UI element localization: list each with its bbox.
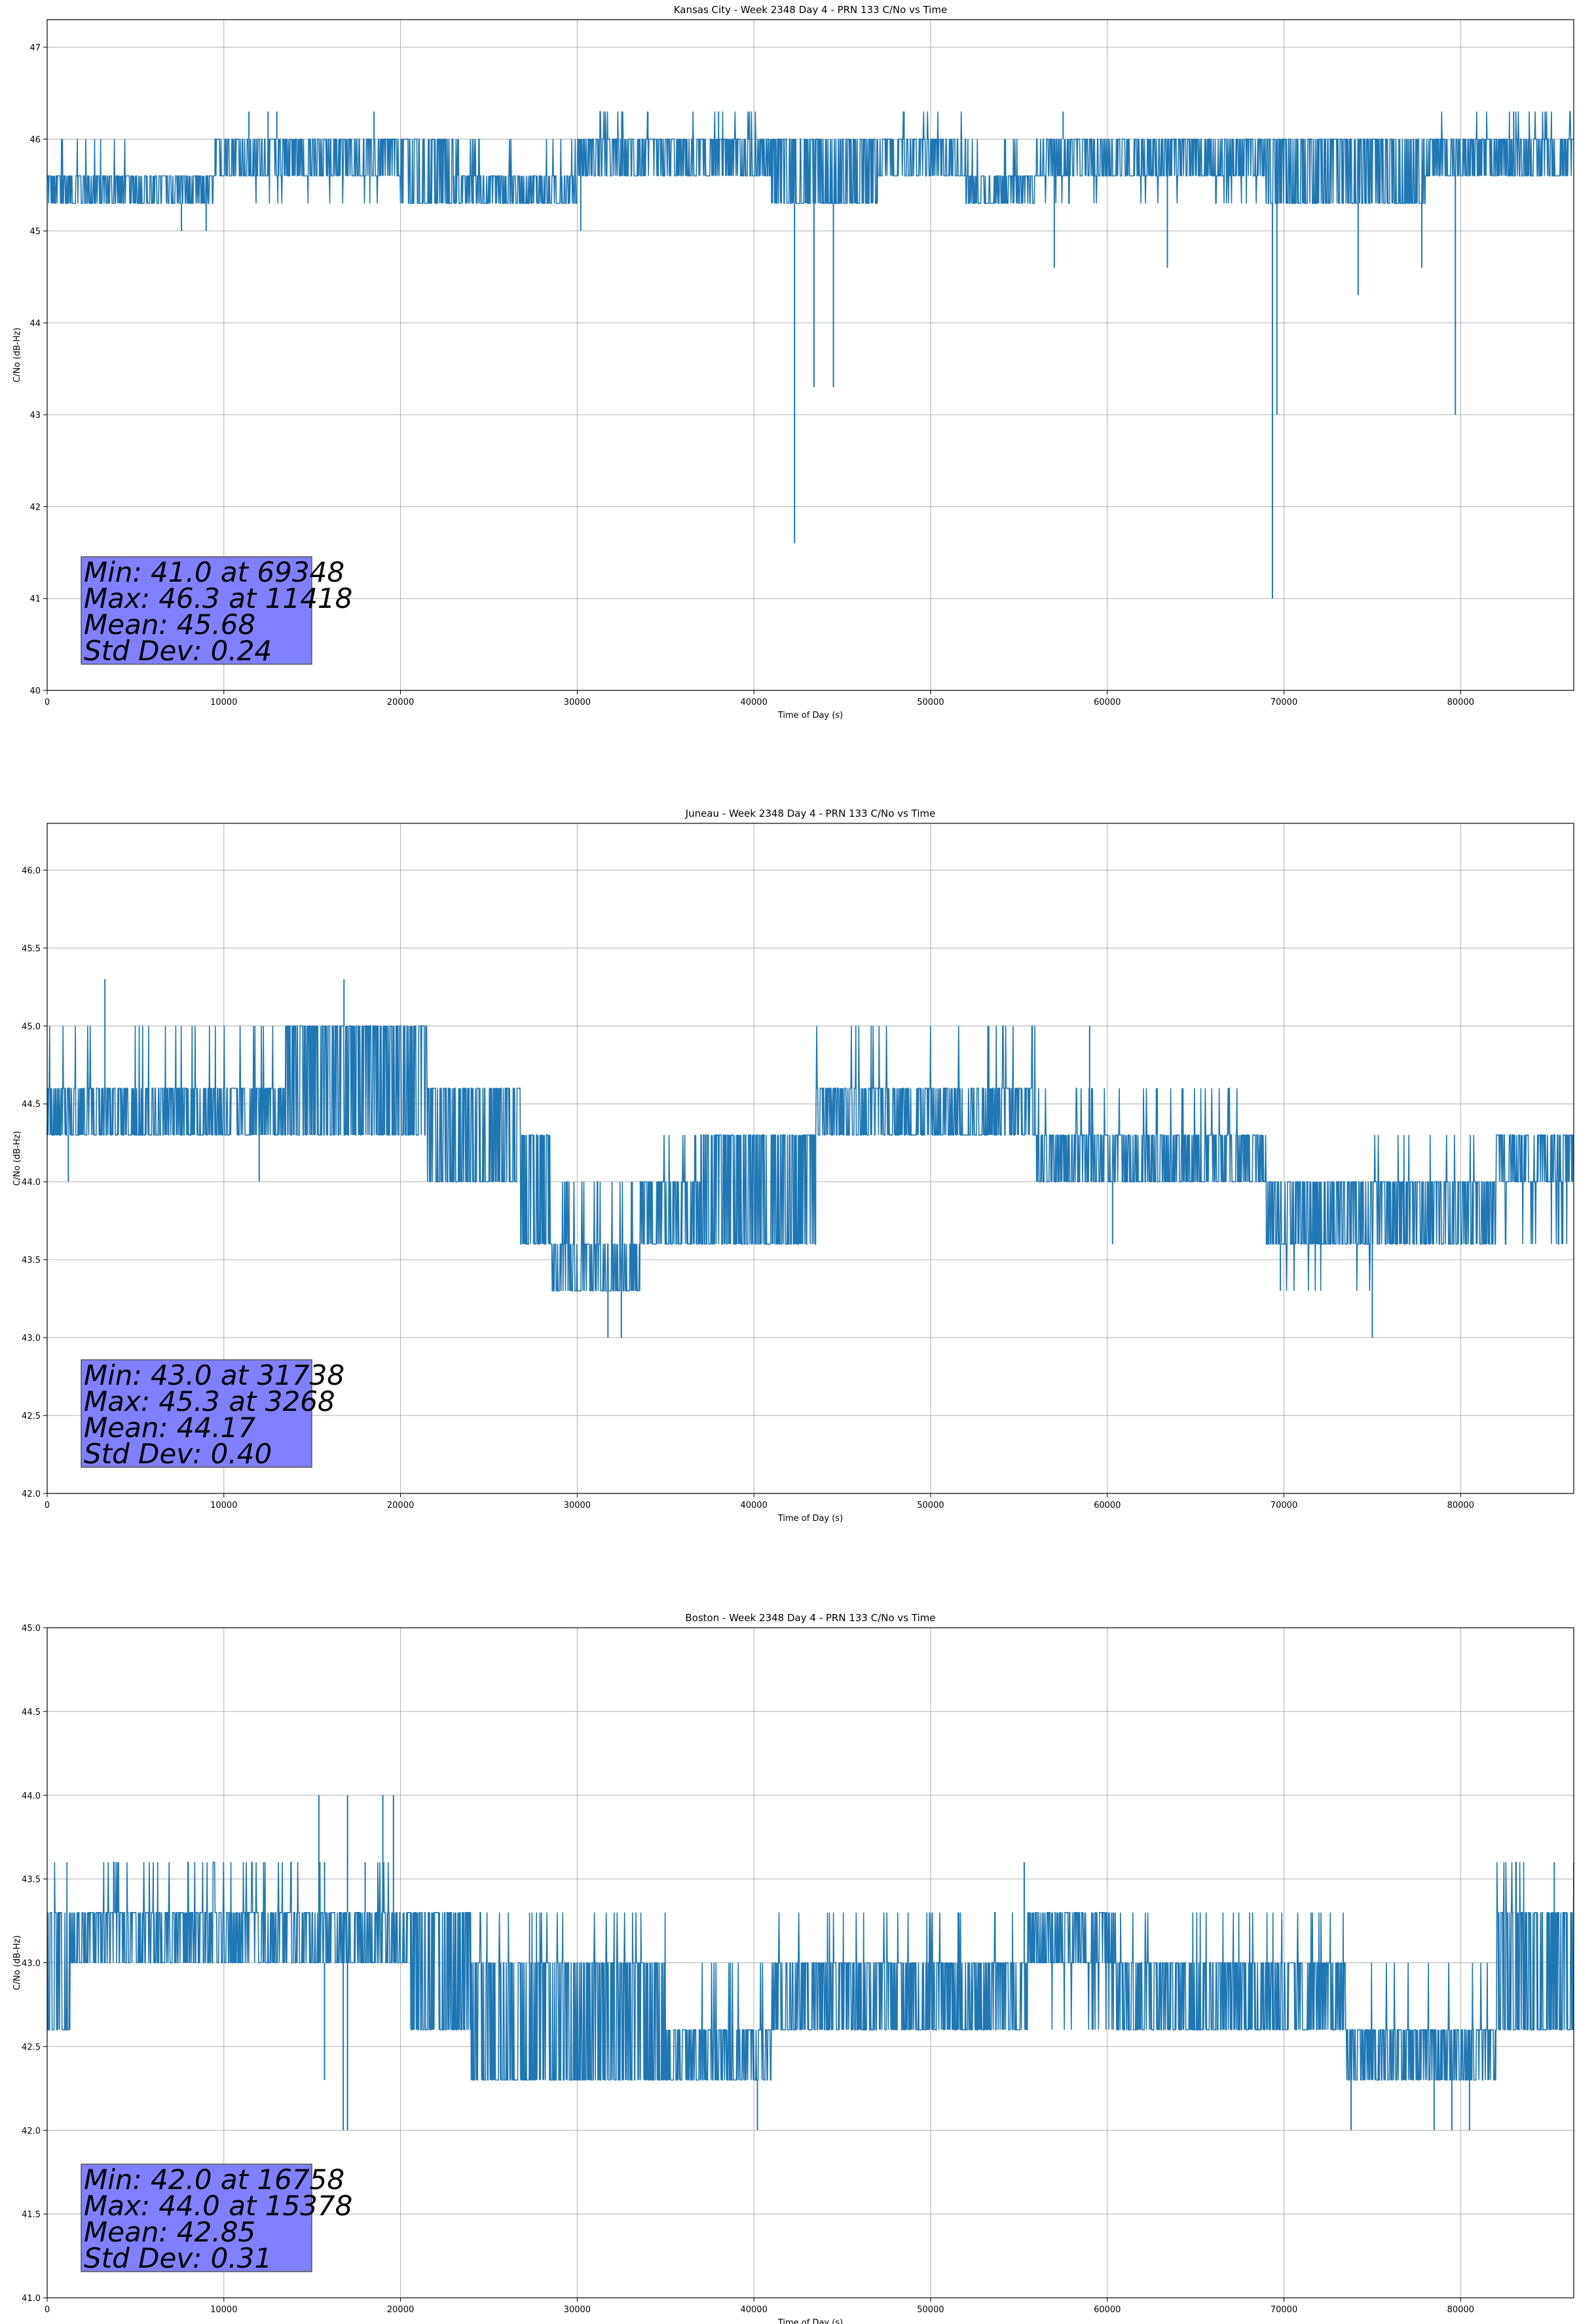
chart-title: Kansas City - Week 2348 Day 4 - PRN 133 … <box>674 4 948 16</box>
x-tick-label: 40000 <box>740 2305 767 2315</box>
y-tick-label: 45.0 <box>22 1624 41 1634</box>
stats-box <box>81 2164 312 2272</box>
y-tick-label: 42.0 <box>22 1490 41 1499</box>
x-tick-label: 60000 <box>1094 1501 1121 1510</box>
y-tick-label: 41 <box>29 595 41 605</box>
y-tick-label: 41.0 <box>22 2294 41 2304</box>
series-line <box>47 111 1574 204</box>
y-tick-label: 44.5 <box>22 1100 41 1110</box>
chart-panel-2: 0 10000 20000 30000 40000 50000 60000 70000 8000… <box>12 1612 1574 2324</box>
y-tick-label: 44.0 <box>22 1178 41 1188</box>
series-line <box>46 1025 1574 1292</box>
stats-mean: Mean: 42.85 <box>84 2216 255 2248</box>
y-tick-label: 42.5 <box>22 1412 41 1421</box>
y-tick-label: 46 <box>29 135 41 145</box>
y-tick-label: 46.0 <box>22 866 41 876</box>
chart-title: Boston - Week 2348 Day 4 - PRN 133 C/No … <box>685 1612 935 1624</box>
x-tick-label: 30000 <box>564 1501 591 1510</box>
x-tick-label: 10000 <box>210 698 237 707</box>
y-tick-label: 44 <box>29 319 41 329</box>
x-tick-label: 80000 <box>1447 698 1474 707</box>
y-tick-label: 43.5 <box>22 1875 41 1885</box>
x-tick-label: 20000 <box>387 2305 414 2315</box>
axes-frame <box>46 19 1574 691</box>
y-tick-label: 42 <box>29 502 41 512</box>
x-tick-label: 80000 <box>1447 2305 1474 2315</box>
y-axis-label: C/No (dB-Hz) <box>12 1131 22 1186</box>
x-tick-label: 0 <box>45 698 50 707</box>
x-tick-label: 30000 <box>564 698 591 707</box>
x-tick-label: 60000 <box>1094 2305 1121 2315</box>
x-axis-label: Time of Day (s) <box>777 2318 843 2324</box>
stats-std: Std Dev: 0.40 <box>84 1438 272 1470</box>
y-tick-label: 45.0 <box>22 1022 41 1032</box>
x-tick-label: 80000 <box>1447 1501 1474 1510</box>
x-tick-label: 0 <box>45 2305 50 2315</box>
stats-mean: Mean: 45.68 <box>84 609 255 641</box>
x-tick-label: 70000 <box>1271 2305 1297 2315</box>
x-tick-label: 0 <box>45 1501 50 1510</box>
y-tick-label: 44.5 <box>22 1708 41 1717</box>
x-tick-label: 30000 <box>564 2305 591 2315</box>
chart-panel-0: 0 10000 20000 30000 40000 50000 60000 70000 8000… <box>12 4 1574 721</box>
stats-min: Min: 41.0 at 69348 <box>84 556 344 588</box>
x-tick-label: 40000 <box>740 698 767 707</box>
series-line <box>47 1862 1574 2081</box>
y-axis-label: C/No (dB-Hz) <box>12 328 22 383</box>
stats-min: Min: 42.0 at 16758 <box>84 2164 344 2196</box>
y-tick-label: 43.5 <box>22 1256 41 1265</box>
chart-panel-1: 0 10000 20000 30000 40000 50000 60000 70000 8000… <box>12 808 1574 1524</box>
stats-max: Max: 45.3 at 3268 <box>84 1385 335 1417</box>
x-tick-label: 50000 <box>917 2305 944 2315</box>
x-tick-label: 10000 <box>210 1501 237 1510</box>
x-tick-label: 40000 <box>740 1501 767 1510</box>
x-tick-label: 70000 <box>1271 698 1297 707</box>
x-tick-label: 10000 <box>210 2305 237 2315</box>
y-axis-label: C/No (dB-Hz) <box>12 1936 22 1991</box>
stats-std: Std Dev: 0.24 <box>84 635 272 667</box>
y-tick-label: 43.0 <box>22 1334 41 1343</box>
chart-title: Juneau - Week 2348 Day 4 - PRN 133 C/No … <box>685 808 936 819</box>
stats-box <box>81 556 312 665</box>
stats-min: Min: 43.0 at 31738 <box>84 1359 344 1391</box>
y-tick-label: 45.5 <box>22 944 41 954</box>
y-tick-label: 45 <box>29 227 41 237</box>
y-tick-label: 43.0 <box>22 1959 41 1969</box>
y-tick-label: 42.5 <box>22 2042 41 2052</box>
x-tick-label: 50000 <box>917 1501 944 1510</box>
x-tick-label: 70000 <box>1271 1501 1297 1510</box>
stats-max: Max: 46.3 at 11418 <box>84 582 352 614</box>
y-tick-label: 44.0 <box>22 1791 41 1801</box>
y-tick-label: 47 <box>29 43 41 53</box>
x-tick-label: 50000 <box>917 698 944 707</box>
x-tick-label: 20000 <box>387 1501 414 1510</box>
y-tick-label: 43 <box>29 411 41 421</box>
stats-box <box>81 1359 312 1468</box>
stats-mean: Mean: 44.17 <box>84 1412 255 1444</box>
x-axis-label: Time of Day (s) <box>777 711 843 721</box>
y-tick-label: 41.5 <box>22 2210 41 2220</box>
stats-max: Max: 44.0 at 15378 <box>84 2190 352 2222</box>
axes-frame <box>46 823 1574 1494</box>
x-tick-label: 20000 <box>387 698 414 707</box>
stats-std: Std Dev: 0.31 <box>84 2242 272 2274</box>
x-axis-label: Time of Day (s) <box>777 1514 843 1524</box>
y-tick-label: 42.0 <box>22 2126 41 2136</box>
x-tick-label: 60000 <box>1094 698 1121 707</box>
y-tick-label: 40 <box>29 686 41 696</box>
